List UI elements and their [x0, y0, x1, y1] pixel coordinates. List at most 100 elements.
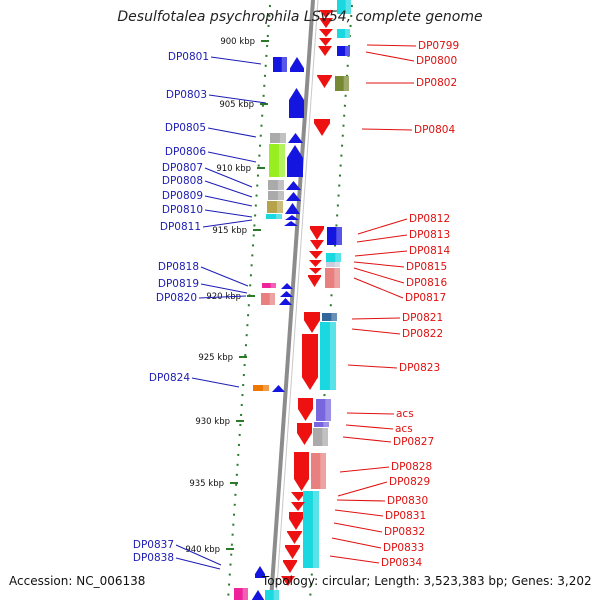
forward-gene: [284, 221, 298, 226]
gene-bar: [234, 588, 248, 600]
reverse-gene-leader: [366, 44, 417, 47]
forward-gene-label: DP0805: [165, 122, 206, 134]
reverse-gene-leader: [361, 128, 413, 131]
gene-bar-shade: [345, 29, 350, 38]
gene-bar: [270, 133, 286, 143]
forward-gene-leader: [175, 557, 221, 570]
gene-bar-shade: [273, 590, 279, 600]
reverse-gene: [314, 119, 330, 136]
reverse-gene-leader: [345, 424, 394, 430]
reverse-gene-label: DP0832: [384, 526, 425, 538]
reverse-gene-label: DP0802: [416, 77, 457, 89]
forward-gene-leader: [198, 295, 247, 299]
gene-bar: [268, 180, 284, 190]
forward-gene-label: DP0837: [133, 539, 174, 551]
reverse-gene-label: DP0814: [409, 245, 450, 257]
forward-gene: [285, 215, 299, 220]
reverse-gene: [291, 502, 305, 511]
gene-bar: [322, 313, 337, 321]
reverse-gene-leader: [353, 261, 405, 268]
forward-gene: [286, 181, 301, 190]
gene-bar-shade: [242, 588, 248, 600]
kbp-tick-label: 915 kbp: [212, 226, 247, 236]
gene-bar: [313, 428, 328, 446]
reverse-gene-leader: [347, 364, 398, 369]
gene-bar-shade: [335, 253, 341, 262]
reverse-gene-label: DP0813: [409, 229, 450, 241]
reverse-gene-label: DP0821: [402, 312, 443, 324]
gene-bar-shade: [277, 191, 284, 200]
gene-bar: [303, 491, 319, 568]
gene-bar: [269, 144, 285, 177]
gene-bar: [316, 399, 331, 421]
reverse-gene: [298, 398, 313, 421]
reverse-gene: [310, 240, 324, 250]
reverse-gene-label: DP0817: [405, 292, 446, 304]
forward-gene-label: DP0806: [165, 146, 206, 158]
gene-bar-shade: [281, 57, 287, 72]
gene-bar-shade: [276, 201, 283, 213]
gene-bar: [311, 453, 326, 489]
forward-gene-leader: [204, 180, 253, 198]
gene-bar-shade: [345, 0, 351, 14]
forward-gene: [286, 192, 301, 201]
forward-gene-leader: [204, 209, 253, 218]
gene-bar: [261, 293, 275, 305]
gene-bar-shade: [269, 293, 275, 305]
reverse-gene-label: acs: [395, 423, 413, 435]
reverse-gene-label: DP0834: [381, 557, 422, 569]
forward-gene: [287, 145, 303, 177]
reverse-gene-label: DP0830: [387, 495, 428, 507]
forward-gene-label: DP0807: [162, 162, 203, 174]
gene-bar-shade: [329, 322, 336, 390]
reverse-gene-leader: [334, 509, 384, 517]
reverse-gene: [308, 275, 321, 287]
gene-bar: [266, 214, 282, 219]
gene-bar-shade: [331, 313, 337, 321]
forward-gene: [281, 283, 293, 289]
reverse-gene-label: DP0799: [418, 40, 459, 52]
gene-bar-shade: [312, 491, 319, 568]
forward-gene-leader: [207, 127, 257, 138]
gene-bar: [325, 268, 340, 288]
gene-bar-shade: [279, 133, 286, 143]
reverse-gene-leader: [333, 522, 383, 533]
gene-bar-shade: [277, 180, 284, 190]
kbp-tick-label: 935 kbp: [189, 479, 224, 489]
reverse-gene: [291, 492, 306, 501]
forward-gene-leader: [175, 544, 222, 566]
reverse-gene-label: DP0815: [406, 261, 447, 273]
reverse-gene: [294, 452, 309, 491]
forward-gene: [288, 133, 303, 143]
forward-gene-label: DP0809: [162, 190, 203, 202]
reverse-gene-label: DP0823: [399, 362, 440, 374]
reverse-gene-label: DP0822: [402, 328, 443, 340]
forward-gene-label: DP0818: [158, 261, 199, 273]
forward-gene-label: DP0803: [166, 89, 207, 101]
reverse-gene-leader: [357, 218, 408, 235]
reverse-gene-label: DP0831: [385, 510, 426, 522]
reverse-gene: [304, 312, 320, 333]
gene-bar: [337, 29, 350, 38]
reverse-gene-label: DP0828: [391, 461, 432, 473]
forward-gene: [290, 57, 304, 72]
reverse-gene-label: DP0804: [414, 124, 455, 136]
gene-bar-shade: [325, 399, 331, 421]
gene-bar: [265, 590, 279, 600]
gene-bar-shade: [336, 227, 342, 245]
reverse-gene-leader: [329, 555, 380, 564]
gene-bar: [326, 262, 340, 267]
forward-gene-leader: [208, 94, 267, 104]
gene-bar-shade: [323, 422, 329, 427]
reverse-gene-label: DP0833: [383, 542, 424, 554]
map-title: Desulfotalea psychrophila LSv54, complet…: [117, 9, 483, 25]
kbp-tick-label: 905 kbp: [219, 100, 254, 110]
kbp-tick-label: 900 kbp: [220, 37, 255, 47]
reverse-gene: [289, 512, 303, 530]
reverse-gene: [319, 38, 332, 46]
reverse-gene-leader: [336, 499, 386, 502]
forward-gene-label: DP0838: [133, 552, 174, 564]
forward-gene-label: DP0811: [160, 221, 201, 233]
